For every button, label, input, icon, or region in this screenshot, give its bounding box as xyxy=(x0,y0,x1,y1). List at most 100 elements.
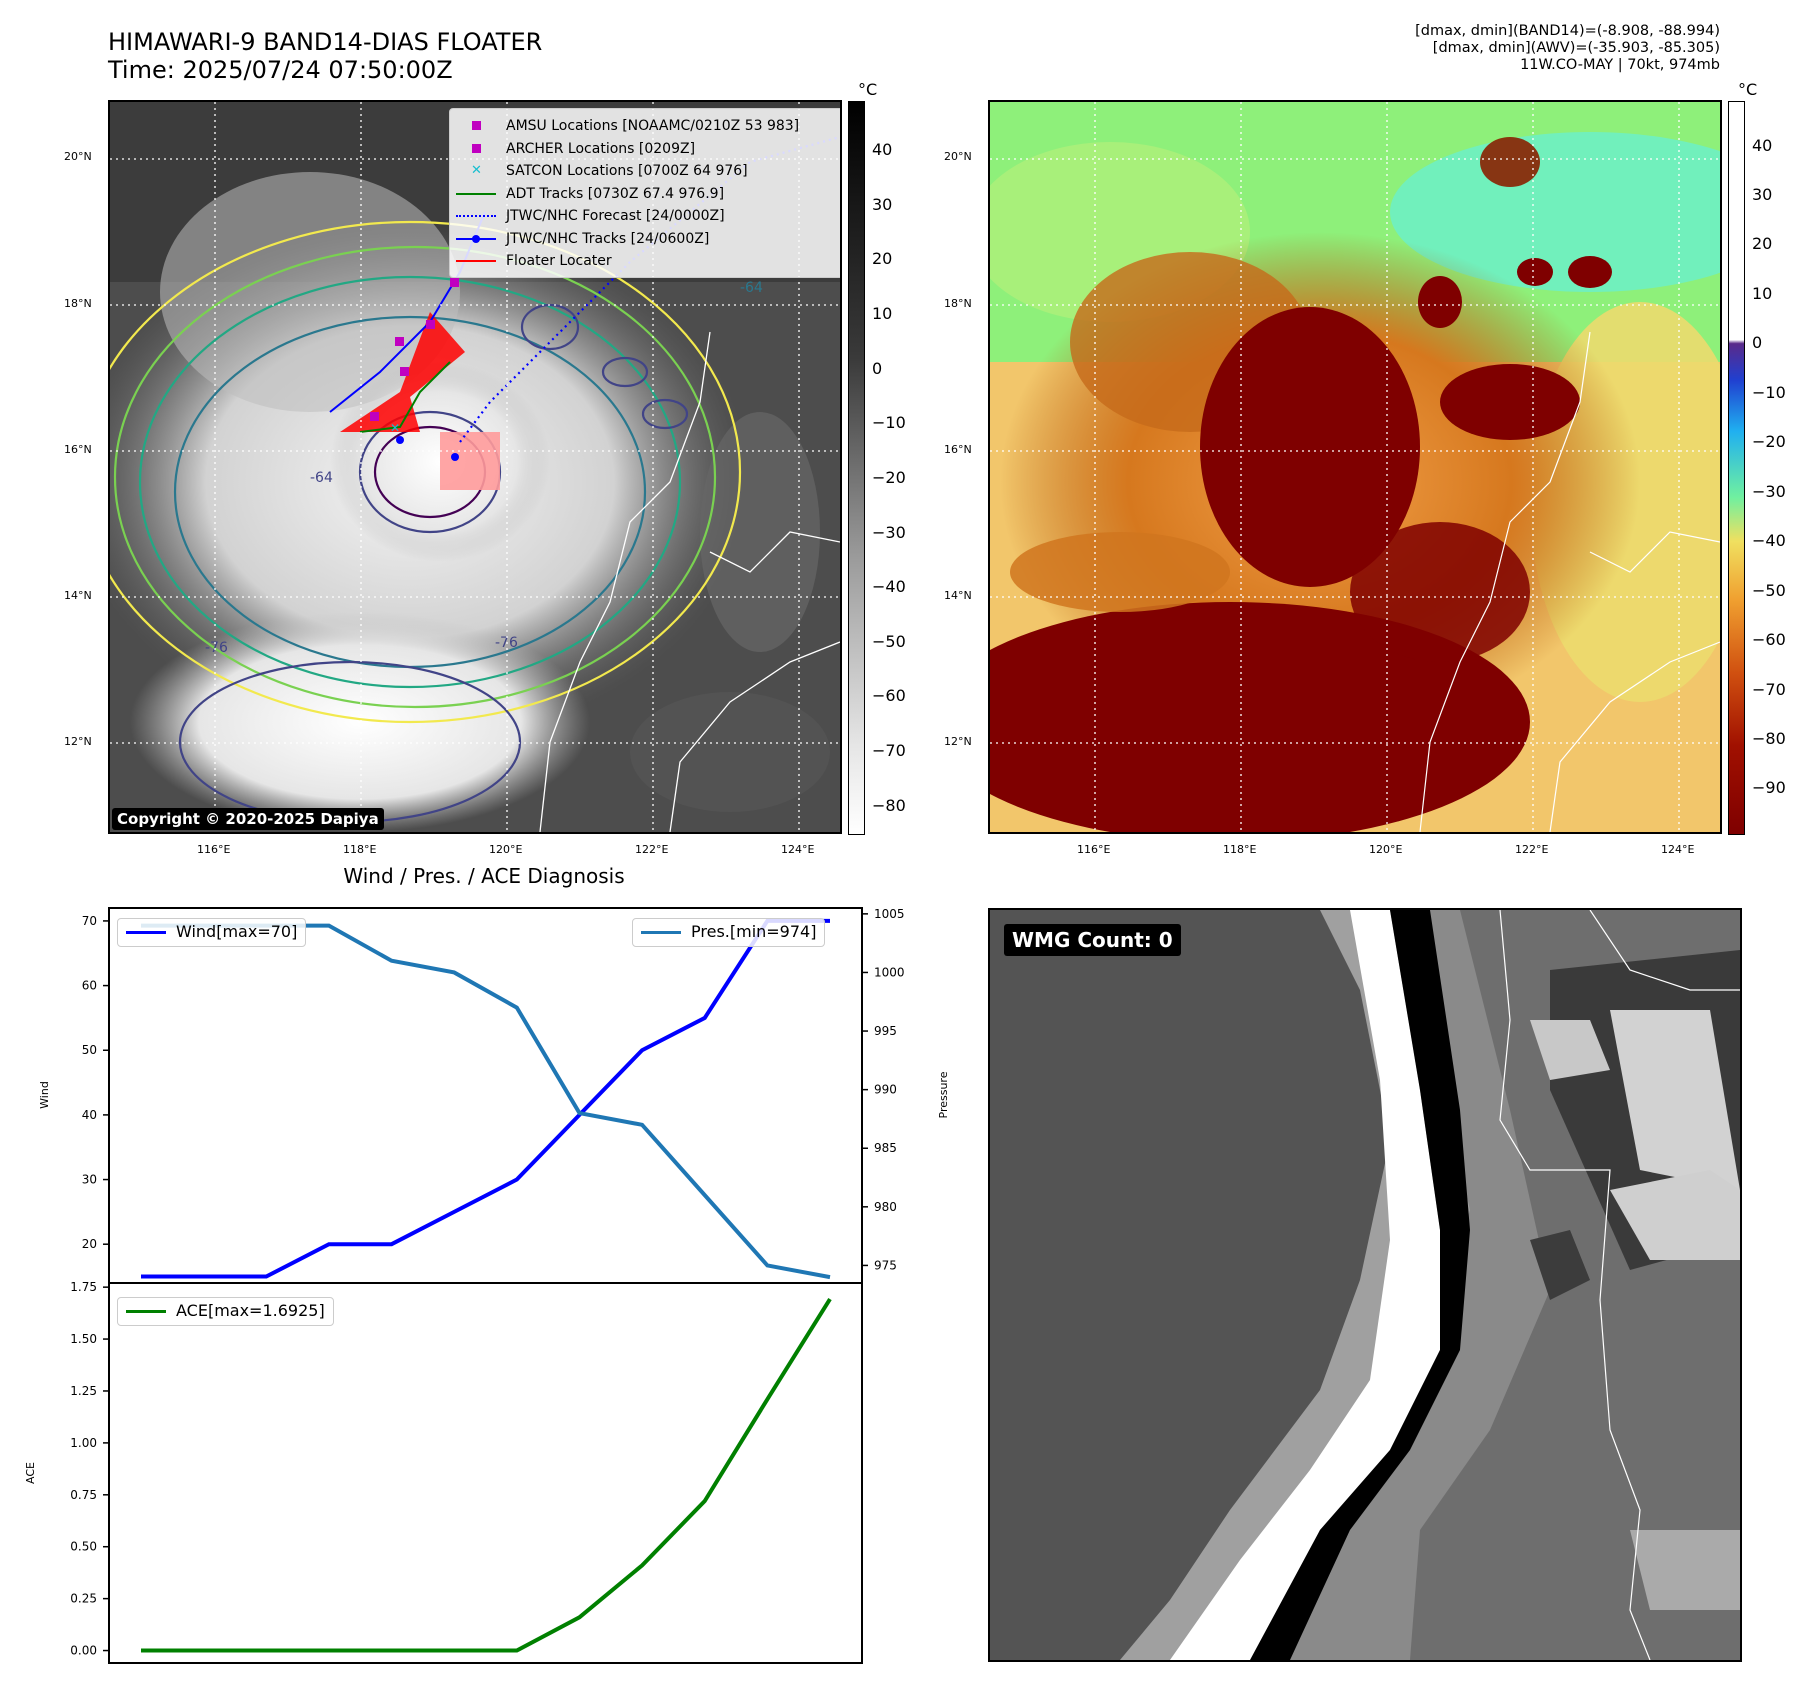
legend-satcon: ✕ SATCON Locations [0700Z 64 976] xyxy=(456,160,836,183)
wind-legend: Wind[max=70] xyxy=(117,918,307,947)
awv-lon-122: 122°E xyxy=(1515,843,1549,856)
legend-jtwc-forecast: JTWC/NHC Forecast [24/0000Z] xyxy=(456,205,836,228)
ir-lat-14: 14°N xyxy=(64,589,92,602)
ace-legend-label: ACE[max=1.6925] xyxy=(176,1301,325,1320)
ir-lon-120: 120°E xyxy=(489,843,523,856)
ir-cb-tick: 20 xyxy=(872,249,893,269)
contour-label-3: -76 xyxy=(205,640,228,656)
ace-ytick-label: 0.75 xyxy=(70,1488,97,1502)
wmg-coastline xyxy=(1499,910,1740,1660)
awv-map-panel xyxy=(988,100,1722,834)
figure-title: HIMAWARI-9 BAND14-DIAS FLOATER Time: 202… xyxy=(108,28,542,84)
ace-axis-label: ACE xyxy=(24,1462,37,1484)
wind-axis-label: Wind xyxy=(38,1081,51,1109)
ir-legend: AMSU Locations [NOAAMC/0210Z 53 983] ARC… xyxy=(449,108,840,278)
awv-cb-tick: −40 xyxy=(1752,531,1786,551)
coastline xyxy=(539,331,840,832)
info-line-2: [dmax, dmin](AWV)=(-35.903, -85.305) xyxy=(1432,40,1720,56)
legend-jtwc-tracks-label: JTWC/NHC Tracks [24/0600Z] xyxy=(506,230,710,247)
wmg-image xyxy=(990,910,1740,1660)
ir-cb-tick: −70 xyxy=(872,741,906,761)
ace-ytick-label: 0.25 xyxy=(70,1592,97,1606)
awv-cb-tick: −60 xyxy=(1752,630,1786,650)
title-line-1: HIMAWARI-9 BAND14-DIAS FLOATER xyxy=(108,28,543,56)
awv-lon-118: 118°E xyxy=(1223,843,1257,856)
awv-colorbar-unit: °C xyxy=(1738,80,1758,99)
wmg-black-band xyxy=(1250,910,1470,1660)
ace-ytick-label: 1.25 xyxy=(70,1384,97,1398)
ir-cb-tick: 30 xyxy=(872,194,893,214)
pressure-axis-label: Pressure xyxy=(937,1071,950,1118)
ir-lat-16: 16°N xyxy=(64,443,92,456)
info-line-3: 11W.CO-MAY | 70kt, 974mb xyxy=(1520,57,1720,73)
ir-colorbar xyxy=(848,101,865,835)
wmg-panel: WMG Count: 0 xyxy=(988,908,1742,1662)
pressure-legend: Pres.[min=974] xyxy=(632,918,826,947)
awv-cb-tick: 20 xyxy=(1752,234,1773,254)
wind-ytick-label: 30 xyxy=(82,1173,97,1187)
contour-label-2: -64 xyxy=(740,280,763,296)
ir-lon-124: 124°E xyxy=(781,843,815,856)
awv-lat-16: 16°N xyxy=(944,443,972,456)
pressure-ytick-label: 990 xyxy=(874,1083,897,1097)
awv-lat-20: 20°N xyxy=(944,150,972,163)
awv-lon-124: 124°E xyxy=(1661,843,1695,856)
awv-lat-18: 18°N xyxy=(944,297,972,310)
legend-floater: Floater Locater xyxy=(456,250,836,273)
ir-cb-tick: −10 xyxy=(872,413,906,433)
ace-ytick-label: 1.00 xyxy=(70,1436,97,1450)
awv-cb-tick: 10 xyxy=(1752,283,1773,303)
ir-lon-116: 116°E xyxy=(197,843,231,856)
ir-cb-tick: −50 xyxy=(872,631,906,651)
awv-cb-tick: −50 xyxy=(1752,580,1786,600)
pressure-ytick-label: 1005 xyxy=(874,907,905,921)
legend-jtwc-tracks: JTWC/NHC Tracks [24/0600Z] xyxy=(456,228,836,251)
awv-lat-14: 14°N xyxy=(944,589,972,602)
ace-ytick-label: 1.50 xyxy=(70,1332,97,1346)
awv-cb-tick: 40 xyxy=(1752,135,1773,155)
wind-ytick-label: 20 xyxy=(82,1237,97,1251)
awv-map-image xyxy=(990,102,1720,832)
pressure-ytick-label: 995 xyxy=(874,1024,897,1038)
pressure-series-line xyxy=(141,923,831,1280)
awv-colorbar xyxy=(1728,101,1745,835)
wind-ytick-label: 70 xyxy=(82,914,97,928)
pressure-ytick-label: 1000 xyxy=(874,965,905,979)
awv-southern-dry xyxy=(990,602,1530,832)
awv-cb-tick: −20 xyxy=(1752,432,1786,452)
legend-archer-label: ARCHER Locations [0209Z] xyxy=(506,140,696,157)
awv-core-dry xyxy=(1200,307,1420,587)
legend-amsu-label: AMSU Locations [NOAAMC/0210Z 53 983] xyxy=(506,118,800,134)
ir-map-panel: -64 -64 -76 -76 ✕ xyxy=(108,100,842,834)
awv-cb-tick: −70 xyxy=(1752,679,1786,699)
awv-lon-116: 116°E xyxy=(1077,843,1111,856)
diag-title: Wind / Pres. / ACE Diagnosis xyxy=(343,864,625,888)
wind-ytick-label: 60 xyxy=(82,979,97,993)
ir-lon-122: 122°E xyxy=(635,843,669,856)
pressure-ytick-label: 975 xyxy=(874,1258,897,1272)
ace-series-line xyxy=(141,1298,832,1653)
pressure-legend-label: Pres.[min=974] xyxy=(691,922,817,941)
title-line-2: Time: 2025/07/24 07:50:00Z xyxy=(108,56,453,84)
ir-cb-tick: 40 xyxy=(872,140,893,160)
ace-ytick-label: 0.00 xyxy=(70,1644,97,1658)
wind-pressure-axes-frame xyxy=(108,907,863,1284)
legend-amsu: AMSU Locations [NOAAMC/0210Z 53 983] xyxy=(456,115,836,138)
awv-cb-tick: 0 xyxy=(1752,333,1763,353)
ir-cb-tick: 0 xyxy=(872,358,883,378)
legend-satcon-label: SATCON Locations [0700Z 64 976] xyxy=(506,163,748,179)
wind-ytick-label: 40 xyxy=(82,1108,97,1122)
contour-label-1: -64 xyxy=(310,470,333,486)
ir-lat-20: 20°N xyxy=(64,150,92,163)
ace-legend: ACE[max=1.6925] xyxy=(117,1297,334,1326)
wind-series-line xyxy=(141,918,830,1279)
ir-cb-tick: −80 xyxy=(872,795,906,815)
wmg-count-badge: WMG Count: 0 xyxy=(1004,924,1181,956)
ir-cb-tick: 10 xyxy=(872,304,893,324)
wind-ytick-label: 50 xyxy=(82,1043,97,1057)
legend-jtwc-forecast-label: JTWC/NHC Forecast [24/0000Z] xyxy=(506,208,725,224)
legend-adt-label: ADT Tracks [0730Z 67.4 976.9] xyxy=(506,185,725,202)
awv-cb-tick: −80 xyxy=(1752,729,1786,749)
pressure-ytick-label: 985 xyxy=(874,1141,897,1155)
wind-legend-label: Wind[max=70] xyxy=(176,922,298,941)
